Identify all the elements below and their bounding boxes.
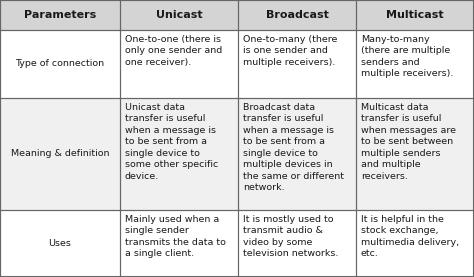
Text: Multicast data
transfer is useful
when messages are
to be sent between
multiple : Multicast data transfer is useful when m…: [361, 103, 456, 181]
Text: Broadcast data
transfer is useful
when a message is
to be sent from a
single dev: Broadcast data transfer is useful when a…: [243, 103, 344, 192]
Bar: [0, 210, 120, 277]
Text: One-to-many (there
is one sender and
multiple receivers).: One-to-many (there is one sender and mul…: [243, 35, 337, 67]
Text: Meaning & definition: Meaning & definition: [11, 150, 109, 158]
Text: Mainly used when a
single sender
transmits the data to
a single client.: Mainly used when a single sender transmi…: [125, 215, 226, 258]
Bar: [356, 98, 474, 210]
Bar: [356, 210, 474, 277]
Bar: [238, 210, 356, 277]
Bar: [120, 98, 238, 210]
Bar: [356, 30, 474, 98]
Bar: [0, 30, 120, 98]
Bar: [120, 210, 238, 277]
Text: It is mostly used to
transmit audio &
video by some
television networks.: It is mostly used to transmit audio & vi…: [243, 215, 338, 258]
Bar: [120, 0, 238, 30]
Text: Broadcast: Broadcast: [265, 10, 328, 20]
Text: Many-to-many
(there are multiple
senders and
multiple receivers).: Many-to-many (there are multiple senders…: [361, 35, 453, 78]
Bar: [356, 0, 474, 30]
Text: Unicast data
transfer is useful
when a message is
to be sent from a
single devic: Unicast data transfer is useful when a m…: [125, 103, 218, 181]
Text: It is helpful in the
stock exchange,
multimedia delivery,
etc.: It is helpful in the stock exchange, mul…: [361, 215, 459, 258]
Bar: [120, 30, 238, 98]
Bar: [0, 0, 120, 30]
Text: Multicast: Multicast: [386, 10, 444, 20]
Text: Uses: Uses: [48, 239, 72, 248]
Bar: [238, 30, 356, 98]
Text: Unicast: Unicast: [155, 10, 202, 20]
Bar: [238, 0, 356, 30]
Bar: [238, 98, 356, 210]
Text: Type of connection: Type of connection: [16, 60, 105, 68]
Text: Parameters: Parameters: [24, 10, 96, 20]
Text: One-to-one (there is
only one sender and
one receiver).: One-to-one (there is only one sender and…: [125, 35, 222, 67]
Bar: [0, 98, 120, 210]
